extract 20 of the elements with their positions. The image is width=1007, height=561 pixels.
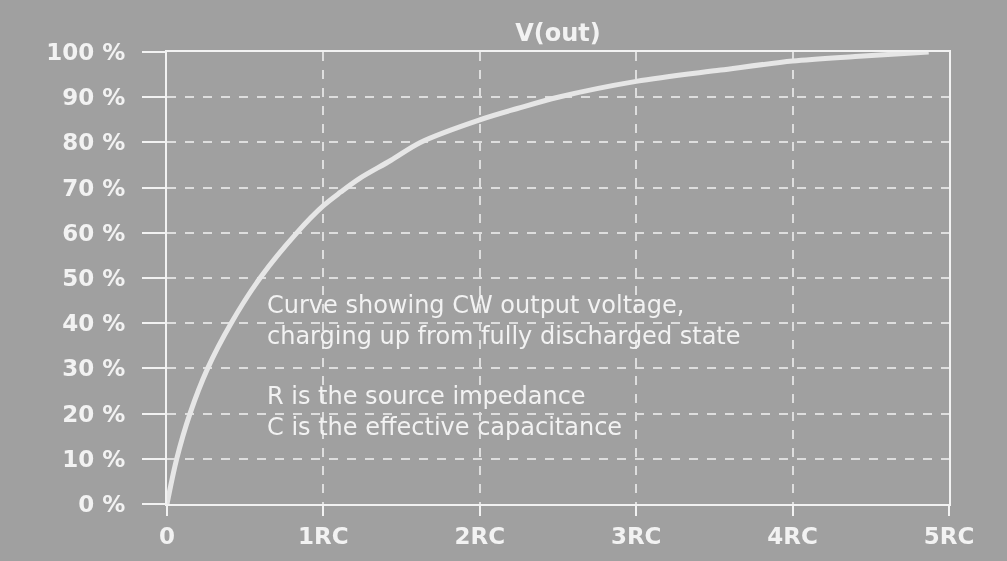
x-tick-label: 0	[158, 522, 176, 549]
annotation: R is the source impedance C is the effective capacitance	[267, 382, 623, 442]
x-tick-label: 5RC	[923, 522, 975, 549]
y-tick-label: 30 %	[62, 355, 126, 382]
y-tick-label: 60 %	[62, 219, 126, 246]
y-tick-label: 90 %	[62, 84, 126, 111]
y-tick-label: 50 %	[62, 265, 126, 292]
y-tick-label: 100 %	[46, 39, 126, 66]
y-tick-label: 80 %	[62, 129, 126, 156]
chart-title: V(out)	[515, 19, 601, 48]
y-tick-label: 70 %	[62, 174, 126, 201]
y-tick-label: 0 %	[78, 491, 126, 518]
annotation: Curve showing CW output voltage, charging up from fully discharged state	[267, 291, 741, 351]
y-tick-label: 40 %	[62, 310, 126, 337]
x-tick-label: 1RC	[298, 522, 349, 549]
x-tick-label: 4RC	[767, 522, 818, 549]
x-tick-label: 2RC	[454, 522, 506, 549]
x-tick-label: 3RC	[610, 522, 662, 549]
y-tick-label: 20 %	[62, 400, 126, 427]
y-tick-label: 10 %	[62, 445, 126, 472]
